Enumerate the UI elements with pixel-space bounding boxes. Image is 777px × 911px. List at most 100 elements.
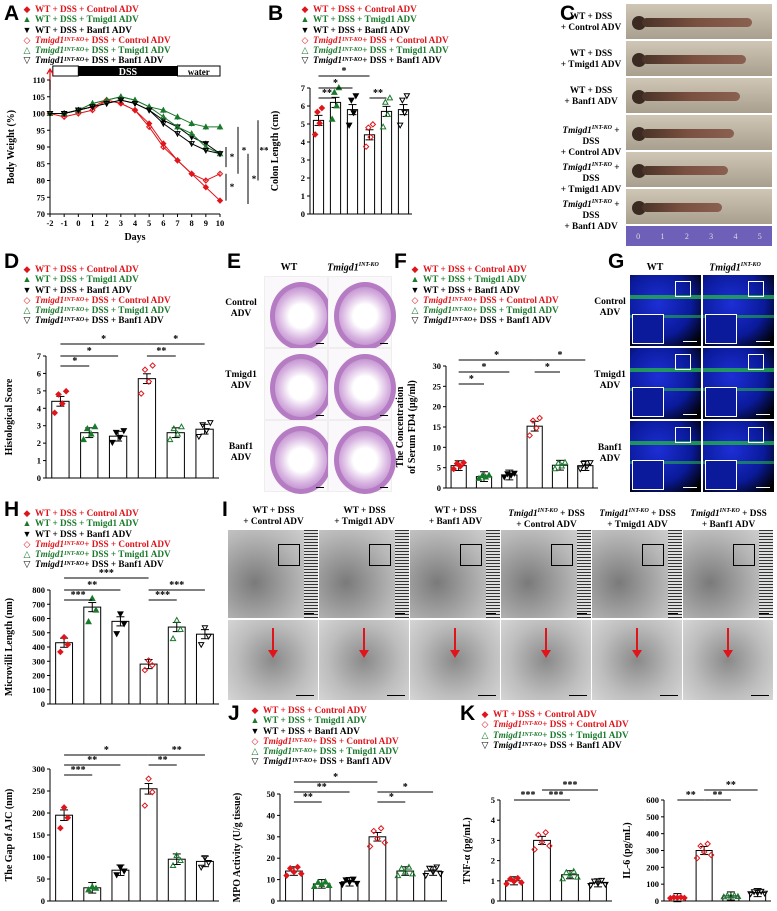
- data-point: [174, 131, 181, 138]
- panel-label-i: I: [222, 498, 228, 521]
- sig-label: **: [260, 145, 269, 155]
- data-point: [149, 362, 156, 369]
- panel-label-b: B: [268, 2, 284, 25]
- legend-entry: ◆ WT + DSS + Control ADV: [23, 508, 139, 518]
- data-point: [92, 884, 100, 891]
- data-point: [436, 871, 444, 878]
- y-tick-label: 3: [301, 155, 305, 165]
- x-tick-label: 1: [90, 218, 94, 228]
- data-point: [290, 868, 298, 876]
- data-point: [401, 868, 409, 875]
- y-tick-label: 10: [267, 875, 276, 885]
- data-point: [460, 459, 467, 466]
- data-point: [174, 113, 181, 120]
- x-tick-label: 6: [161, 218, 165, 228]
- data-point: [707, 851, 715, 859]
- sig-label: ***: [169, 580, 184, 591]
- y-axis-title: MPO Activity (U/g tissue): [232, 793, 243, 903]
- data-point: [761, 890, 769, 897]
- legend-entry: ▲ WT + DSS + Tmigd1 ADV: [300, 14, 417, 25]
- legend-entry: ◇ Tmigd1 INT-KO + DSS + Control ADV: [411, 294, 559, 305]
- data-point: [145, 775, 152, 783]
- data-point: [141, 802, 149, 809]
- ruler: 0 1 2 3 4 5: [626, 226, 772, 246]
- y-tick-label: 7: [37, 351, 42, 361]
- column-header: Tmigd1INT-KO: [327, 262, 379, 274]
- y-tick-label: 600: [32, 614, 45, 624]
- fluorescence-image: [630, 348, 701, 419]
- legend-d: ◆ WT + DSS + Control ADV ▲ WT + DSS + Tmig…: [22, 264, 171, 326]
- data-point: [160, 143, 167, 151]
- data-point: [141, 666, 149, 674]
- sig-label: **: [87, 580, 97, 591]
- y-tick-label: 0: [41, 699, 45, 709]
- y-axis-label: Colon Length (cm): [270, 111, 281, 192]
- sig-label: **: [158, 755, 168, 766]
- series-line: [50, 99, 221, 201]
- sig-label: *: [333, 78, 338, 89]
- bar: [195, 633, 214, 705]
- data-point: [485, 471, 493, 478]
- y-tick-label: 3: [491, 835, 495, 845]
- sig-label: *: [104, 745, 109, 756]
- y-tick-label: 25: [433, 381, 442, 391]
- y-tick-label: 100: [32, 852, 45, 862]
- tem-zoom-image: [410, 620, 500, 700]
- serum-fd4-chart: 0 5 10 15 20 25 30 The Concentration of Serum FD…: [395, 350, 598, 493]
- data-point: [546, 842, 553, 850]
- y-tick-label: 300: [32, 656, 45, 666]
- y-tick-label: 4: [301, 137, 306, 147]
- legend-j: ◆ WT + DSS + Control ADV ▲ WT + DSS + Tmig…: [250, 705, 399, 767]
- data-point: [531, 846, 538, 853]
- y-tick-label: 5: [437, 463, 441, 473]
- y-tick-label: 4: [491, 815, 496, 825]
- data-point: [369, 121, 377, 128]
- sig-label: ***: [71, 590, 86, 601]
- x-axis-title: Days: [124, 232, 145, 243]
- y-tick-label: 100: [32, 685, 45, 695]
- data-point: [294, 863, 301, 871]
- data-point: [328, 115, 336, 122]
- y-tick-label: 2: [491, 856, 495, 866]
- y-tick-label: 70: [37, 209, 46, 219]
- y-axis-title: TNF-α (pg/mL): [462, 817, 473, 883]
- data-point: [314, 108, 321, 116]
- legend-entry: △ Tmigd1 INT-KO + DSS + Tmigd1 ADV: [411, 305, 559, 316]
- colon-photo: [626, 189, 772, 224]
- data-point: [57, 824, 64, 832]
- data-point: [62, 387, 70, 395]
- sig-label: *: [545, 362, 550, 373]
- panel-label-k: K: [460, 702, 476, 725]
- data-point: [425, 865, 433, 872]
- legend-entry: ◆ WT + DSS + Control ADV: [251, 705, 367, 715]
- legend-entry: ▽ Tmigd1 INT-KO + DSS + Banf1 ADV: [23, 55, 164, 66]
- legend-entry: ◇ Tmigd1 INT-KO + DSS + Control ADV: [301, 34, 449, 45]
- fluorescence-image: [630, 421, 701, 492]
- y-tick-label: 0: [41, 896, 45, 906]
- legend-entry: ▽ Tmigd1 INT-KO + DSS + Banf1 ADV: [301, 55, 442, 66]
- data-point: [174, 430, 182, 437]
- data-point: [199, 422, 207, 429]
- colon-photo: [626, 4, 772, 39]
- sig-label: ***: [563, 780, 578, 791]
- bar: [167, 858, 186, 902]
- data-point: [478, 471, 486, 479]
- colon-row-label: Tmigd1INT-KO + DSS + Tmigd1 ADV: [560, 162, 622, 196]
- data-point: [195, 433, 203, 441]
- data-point: [507, 472, 515, 480]
- legend-entry: ◇ Tmigd1 INT-KO + DSS + Control ADV: [23, 34, 171, 45]
- data-point: [526, 432, 533, 439]
- y-tick-label: 300: [646, 846, 659, 856]
- data-point: [91, 423, 99, 430]
- legend-h: ◆ WT + DSS + Control ADV ▲ WT + DSS + Tmig…: [22, 508, 171, 570]
- row-label: Tmigd1 ADV: [225, 370, 257, 391]
- data-point: [205, 633, 213, 640]
- data-point: [386, 94, 394, 101]
- legend-k: ◆ WT + DSS + Control ADV ◇ Tmigd1 INT-KO + …: [480, 709, 629, 750]
- data-point: [112, 429, 120, 437]
- y-tick-label: 50: [37, 874, 46, 884]
- y-axis-title: The Gap of AJC (nm): [4, 789, 15, 882]
- data-point: [503, 880, 510, 888]
- data-point: [518, 879, 525, 886]
